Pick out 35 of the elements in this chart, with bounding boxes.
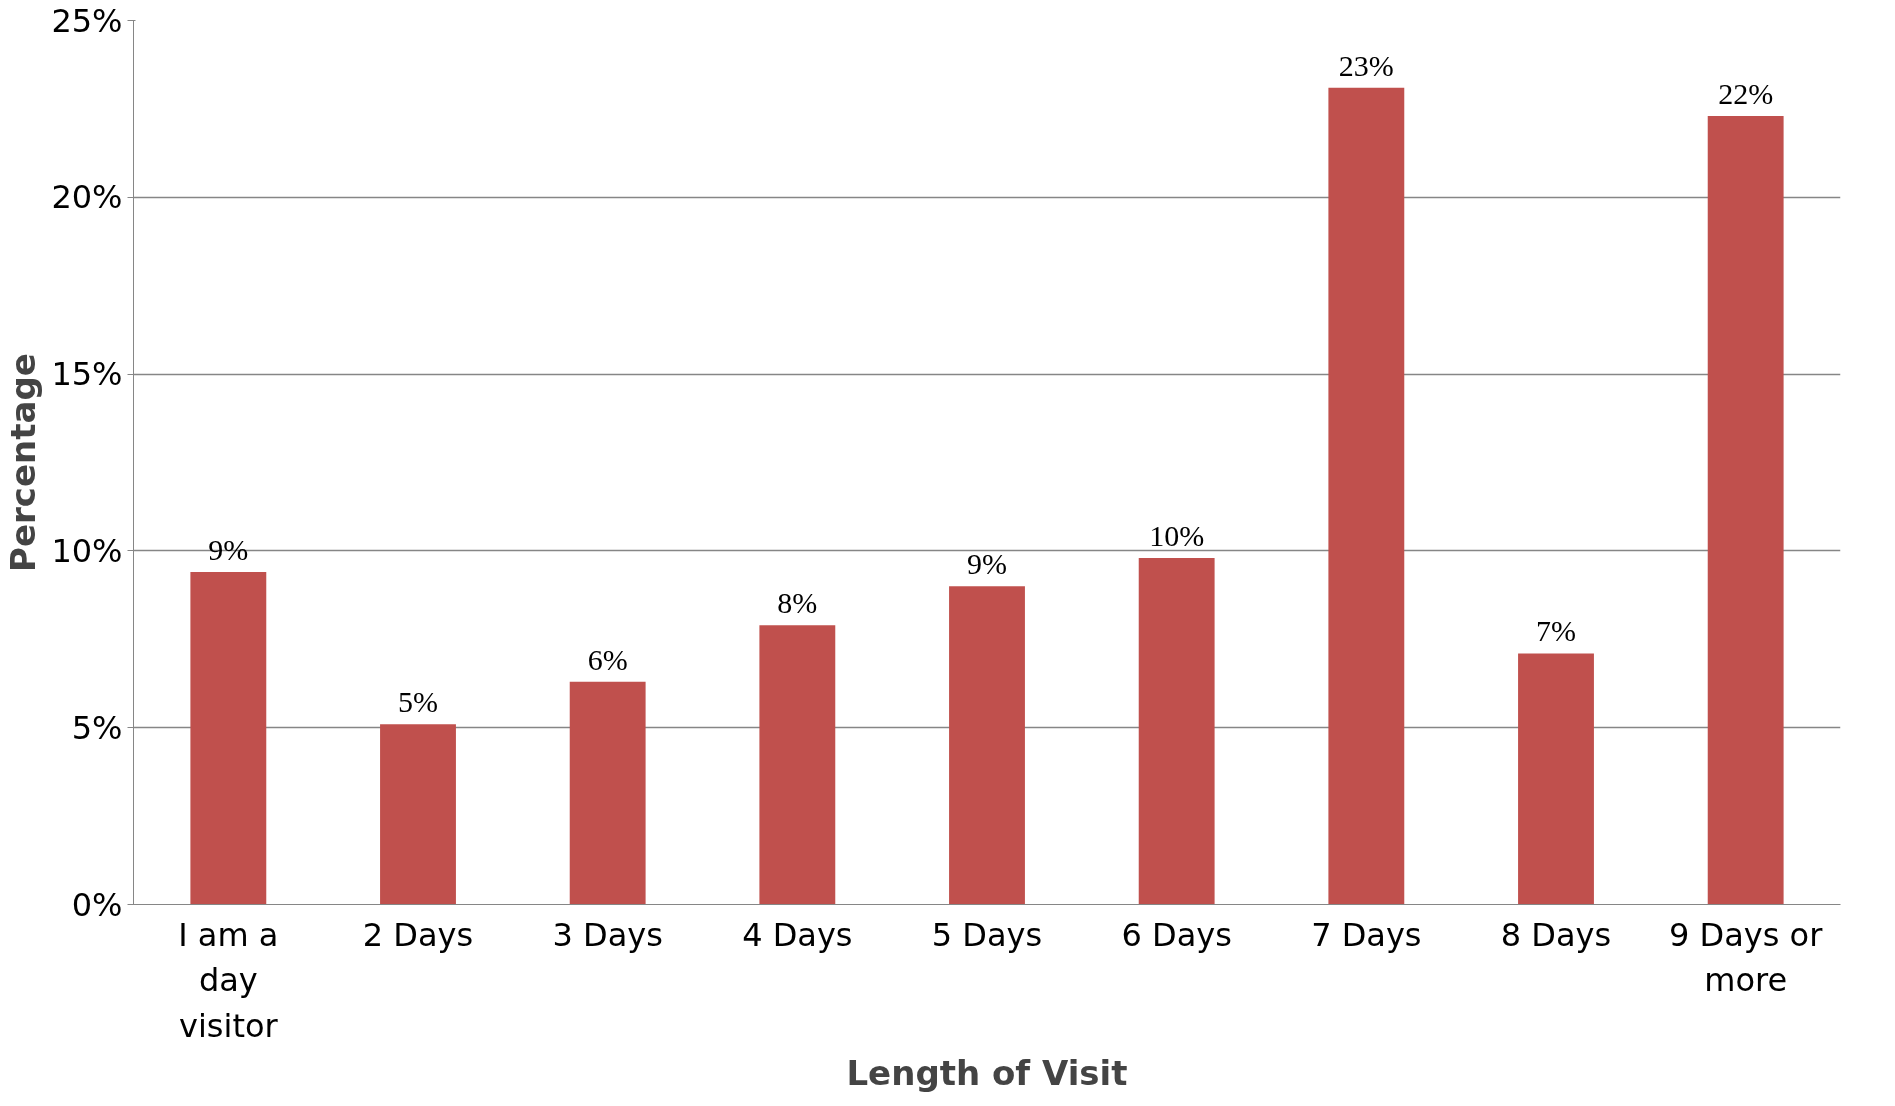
y-tick-label: 10% [51,531,123,570]
bar [190,572,267,905]
y-tick-label: 15% [51,355,123,394]
x-tick-label: 6 Days [1121,915,1232,954]
bar [569,681,646,905]
bar [1518,653,1594,905]
data-label: 22% [1718,76,1774,110]
data-label: 7% [1536,614,1576,648]
x-axis-title: Length of Visit [846,1052,1128,1093]
bar [1328,87,1405,905]
x-tick-label: 9 Days or more [1669,915,1824,1000]
bar [1707,115,1784,905]
data-label: 9% [208,533,249,567]
x-tick-label: 8 Days [1500,915,1612,954]
y-tick-label: 25% [51,1,123,40]
bar [380,724,456,905]
y-axis-title: Percentage [3,353,44,572]
x-tick-label: 2 Days [362,915,474,954]
data-label: 8% [777,586,818,620]
data-label: 5% [398,685,438,719]
y-tick-label: 0% [71,885,123,924]
y-tick-label: 5% [71,708,123,747]
x-tick-label: 5 Days [931,915,1043,954]
data-label: 23% [1338,48,1394,82]
x-tick-label: 3 Days [552,915,663,954]
data-label: 6% [587,642,628,676]
x-tick-label: 4 Days [742,915,853,954]
bar [949,586,1025,905]
bar [1138,557,1215,905]
data-label: 9% [967,547,1007,581]
y-tick-label: 20% [51,178,123,217]
x-tick-label: I am a day visitor [178,915,279,1045]
bar [759,625,836,905]
data-label: 10% [1149,518,1205,552]
x-tick-label: 7 Days [1311,915,1422,954]
